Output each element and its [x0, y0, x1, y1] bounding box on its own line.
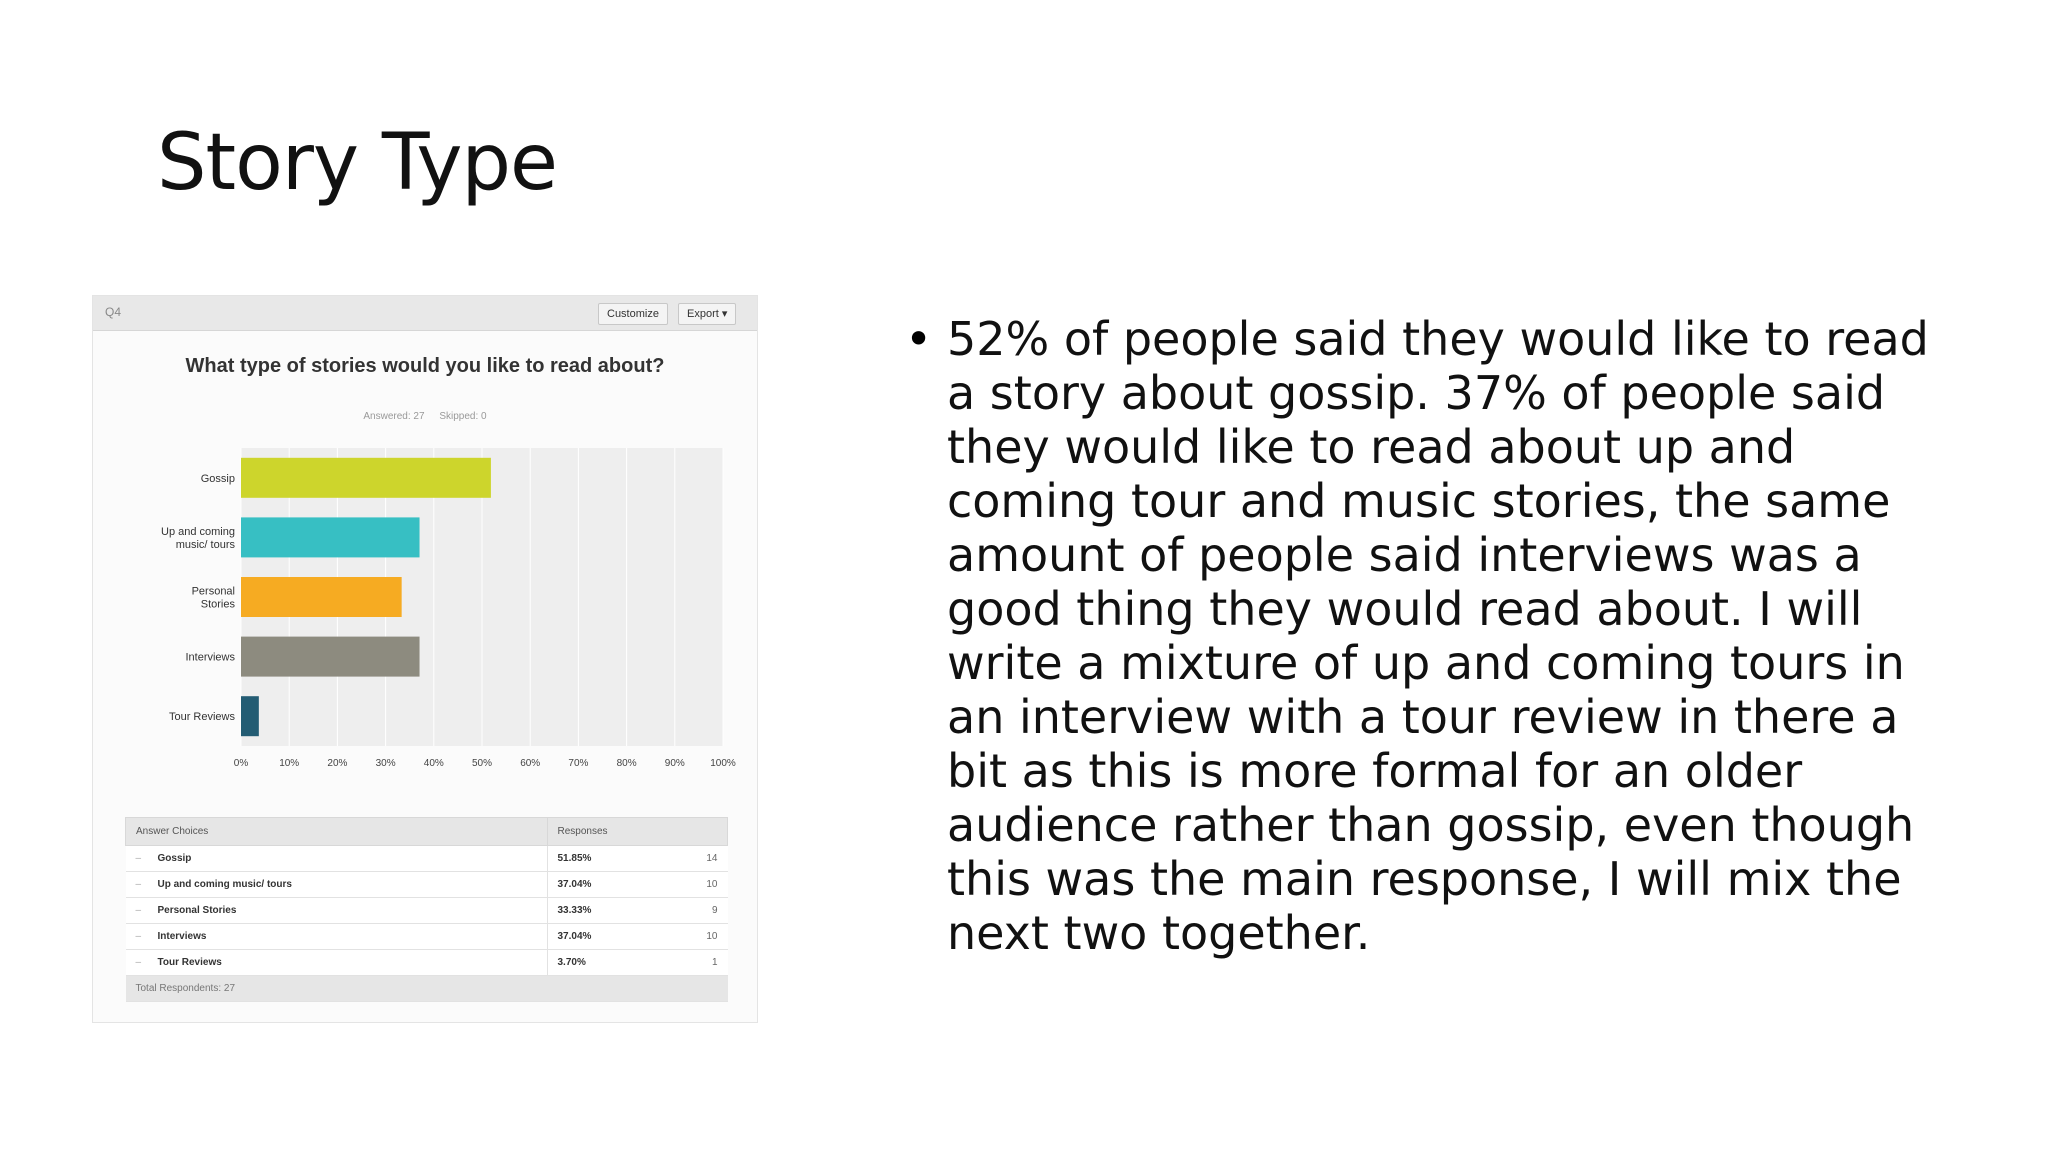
- row-expand-icon[interactable]: –: [125, 897, 148, 924]
- row-choice: Personal Stories: [147, 897, 547, 924]
- x-tick-label: 60%: [520, 758, 540, 769]
- row-count: 10: [667, 923, 728, 950]
- category-label: Gossip: [201, 473, 235, 485]
- row-expand-icon[interactable]: –: [125, 845, 148, 872]
- chart-title: What type of stories would you like to r…: [185, 355, 665, 377]
- bar-chart: 0% 10% 20% 30% 40% 50% 60% 70% 80% 90% 100% Gossip U…: [161, 448, 736, 769]
- x-tick-label: 30%: [376, 758, 396, 769]
- category-label: Stories: [201, 599, 236, 611]
- x-tick-label: 70%: [568, 758, 588, 769]
- category-label: Interviews: [185, 652, 235, 664]
- x-tick-label: 50%: [472, 758, 492, 769]
- category-label: Up and coming: [161, 526, 235, 538]
- x-tick-label: 100%: [710, 758, 736, 769]
- row-count: 10: [667, 871, 728, 898]
- header-responses[interactable]: Responses: [546, 817, 728, 846]
- panel-header: Q4 Customize Export ▾: [93, 296, 757, 331]
- row-count: 9: [667, 897, 728, 924]
- total-respondents: Total Respondents: 27: [125, 975, 728, 1002]
- answered-count: Answered: 27: [363, 411, 425, 422]
- survey-panel: Q4 Customize Export ▾ What type of stori…: [92, 295, 758, 1023]
- bullet-dot-icon: •: [905, 312, 933, 366]
- bar: [241, 636, 420, 677]
- bullet-list: • 52% of people said they would like to …: [905, 312, 1935, 960]
- response-summary: Answered: 27 Skipped: 0: [93, 411, 757, 422]
- category-label: Personal: [192, 586, 235, 598]
- row-choice: Interviews: [147, 923, 547, 950]
- total-row: Total Respondents: 27: [125, 975, 728, 1002]
- category-label: Tour Reviews: [169, 711, 236, 723]
- row-expand-icon[interactable]: –: [125, 923, 148, 950]
- row-choice: Tour Reviews: [147, 949, 547, 976]
- x-tick-label: 20%: [327, 758, 347, 769]
- responses-table: Answer Choices Responses – Gossip 51.85%…: [125, 817, 728, 1002]
- bar: [241, 457, 491, 498]
- table-row: – Tour Reviews 3.70% 1: [125, 949, 728, 976]
- bar: [241, 517, 420, 558]
- category-label: music/ tours: [176, 539, 236, 551]
- x-tick-label: 90%: [665, 758, 685, 769]
- header-answer-choices[interactable]: Answer Choices: [125, 817, 548, 846]
- row-count: 14: [667, 845, 728, 872]
- x-tick-label: 0%: [234, 758, 249, 769]
- row-expand-icon[interactable]: –: [125, 871, 148, 898]
- x-tick-label: 10%: [279, 758, 299, 769]
- row-percent: 3.70%: [546, 949, 668, 976]
- x-tick-label: 40%: [424, 758, 444, 769]
- question-label: Q4: [105, 305, 122, 319]
- row-percent: 37.04%: [546, 871, 668, 898]
- bar: [241, 577, 402, 617]
- bullet-text: 52% of people said they would like to re…: [947, 312, 1929, 960]
- row-choice: Up and coming music/ tours: [147, 871, 547, 898]
- bar: [241, 696, 259, 737]
- table-row: – Up and coming music/ tours 37.04% 10: [125, 871, 728, 898]
- skipped-count: Skipped: 0: [439, 411, 487, 422]
- row-percent: 37.04%: [546, 923, 668, 950]
- table-row: – Interviews 37.04% 10: [125, 923, 728, 950]
- x-tick-label: 80%: [617, 758, 637, 769]
- slide-title: Story Type: [157, 118, 558, 208]
- customize-button[interactable]: Customize: [598, 303, 668, 325]
- row-expand-icon[interactable]: –: [125, 949, 148, 976]
- table-row: – Gossip 51.85% 14: [125, 845, 728, 872]
- row-choice: Gossip: [147, 845, 547, 872]
- table-row: – Personal Stories 33.33% 9: [125, 897, 728, 924]
- row-percent: 33.33%: [546, 897, 668, 924]
- row-percent: 51.85%: [546, 845, 668, 872]
- row-count: 1: [667, 949, 728, 976]
- table-header-row: Answer Choices Responses: [125, 817, 728, 846]
- export-button[interactable]: Export ▾: [678, 303, 737, 325]
